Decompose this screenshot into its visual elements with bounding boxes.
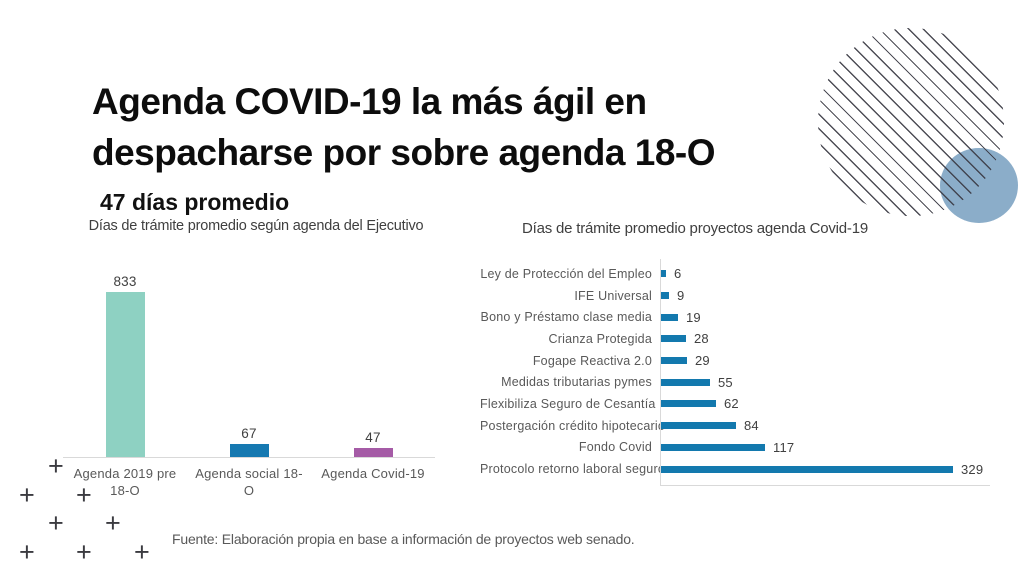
- bar-wrap: 329: [661, 462, 983, 477]
- plus-icon: +: [0, 510, 1, 537]
- bar-value-label: 9: [677, 288, 685, 304]
- bar: [661, 422, 736, 430]
- category-label: Postergación crédito hipotecario: [480, 418, 665, 433]
- bar: [661, 378, 710, 386]
- table-row: Medidas tributarias pymes 55: [480, 371, 1010, 393]
- bar-value-label: 117: [773, 439, 795, 455]
- table-row: Flexibiliza Seguro de Cesantía 62: [480, 393, 1010, 415]
- category-label: Ley de Protección del Empleo: [480, 266, 652, 281]
- right-chart-plot: Ley de Protección del Empleo 6 IFE Univers…: [480, 259, 1010, 486]
- table-row: Crianza Protegida 28: [480, 328, 1010, 350]
- bar-wrap: 117: [661, 440, 794, 455]
- plus-icon: +: [105, 508, 121, 538]
- bar: [229, 444, 269, 457]
- bar: [661, 292, 669, 300]
- table-row: Postergación crédito hipotecario 84: [480, 415, 1010, 437]
- bar-value-label: 84: [744, 418, 759, 434]
- table-row: IFE Universal 9: [480, 285, 1010, 307]
- category-label: IFE Universal: [574, 288, 652, 303]
- bar-value-label: 6: [674, 266, 682, 282]
- bar-value-label: 29: [695, 353, 710, 369]
- bar-value-label: 329: [961, 461, 984, 477]
- table-row: Bono y Préstamo clase media 19: [480, 306, 1010, 328]
- bar-value-label: 47: [365, 430, 381, 445]
- bar: [105, 292, 145, 457]
- left-chart-category-axis: Agenda 2019 pre 18-O Agenda social 18-O Ag…: [63, 465, 435, 499]
- plus-icon: +: [76, 480, 92, 510]
- bar: [353, 448, 393, 457]
- category-label: Medidas tributarias pymes: [501, 375, 652, 390]
- source-note: Fuente: Elaboración propia en base a inf…: [172, 531, 635, 547]
- slide-title-line1: Agenda COVID-19 la más ágil en: [92, 81, 647, 122]
- bar-value-label: 67: [241, 426, 257, 441]
- hatched-circle-decoration: [818, 28, 1004, 216]
- chart-agenda-ejecutivo: Días de trámite promedio según agenda de…: [63, 218, 435, 499]
- category-label: Crianza Protegida: [548, 331, 652, 346]
- category-label: Agenda 2019 pre 18-O: [73, 466, 177, 498]
- right-chart-title: Días de trámite promedio proyectos agend…: [521, 220, 869, 237]
- bar-value-label: 833: [113, 274, 137, 289]
- plus-icon: +: [0, 453, 1, 480]
- bar-column: 833: [63, 274, 187, 457]
- bar: [661, 335, 686, 343]
- bar: [661, 357, 687, 365]
- bar-column: 47: [311, 430, 435, 457]
- bar-value-label: 62: [724, 396, 739, 412]
- bar-column: 67: [187, 426, 311, 457]
- bar: [661, 400, 716, 408]
- slide-subtitle: 47 días promedio: [100, 189, 290, 215]
- bar: [661, 270, 666, 278]
- bar-wrap: 19: [661, 310, 701, 325]
- category-label: Agenda social 18-O: [195, 466, 303, 498]
- right-chart-axis-line: [660, 259, 661, 486]
- bar-value-label: 28: [694, 331, 709, 347]
- left-chart-plot: 833 67 47: [63, 236, 435, 458]
- plus-icon: +: [134, 537, 150, 567]
- bar-wrap: 6: [661, 266, 681, 281]
- category-label: Fondo Covid: [578, 440, 652, 455]
- left-chart-title: Días de trámite promedio según agenda de…: [88, 218, 424, 234]
- header: Agenda COVID-19 la más ágil en despachar…: [92, 76, 716, 216]
- plus-icon: +: [48, 451, 64, 481]
- bar-value-label: 55: [718, 374, 733, 390]
- plus-icon: +: [19, 480, 35, 510]
- table-row: Protocolo retorno laboral seguro 329: [480, 458, 1010, 480]
- slide-title: Agenda COVID-19 la más ágil en despachar…: [92, 76, 716, 178]
- bar-wrap: 55: [661, 375, 733, 390]
- right-chart-baseline: [660, 484, 990, 486]
- bar-wrap: 62: [661, 396, 739, 411]
- bar: [661, 443, 765, 451]
- plus-icon: +: [76, 537, 92, 567]
- table-row: Fondo Covid 117: [480, 437, 1010, 459]
- category-label: Flexibiliza Seguro de Cesantía: [480, 396, 656, 411]
- slide-title-line2: despacharse por sobre agenda 18-O: [92, 132, 716, 173]
- category-label: Protocolo retorno laboral seguro: [480, 462, 665, 477]
- bar-wrap: 84: [661, 418, 759, 433]
- category-label: Agenda Covid-19: [321, 466, 425, 481]
- bar-value-label: 19: [686, 309, 701, 325]
- bar-wrap: 9: [661, 288, 684, 303]
- bar: [661, 313, 678, 321]
- table-row: Ley de Protección del Empleo 6: [480, 263, 1010, 285]
- table-row: Fogape Reactiva 2.0 29: [480, 350, 1010, 372]
- bar-wrap: 28: [661, 331, 709, 346]
- plus-icon: +: [19, 537, 35, 567]
- bar-wrap: 29: [661, 353, 710, 368]
- bar: [661, 465, 953, 473]
- plus-icon: +: [48, 508, 64, 538]
- category-label: Fogape Reactiva 2.0: [532, 353, 652, 368]
- category-label: Bono y Préstamo clase media: [480, 310, 652, 325]
- chart-proyectos-covid: Días de trámite promedio proyectos agend…: [480, 220, 1010, 486]
